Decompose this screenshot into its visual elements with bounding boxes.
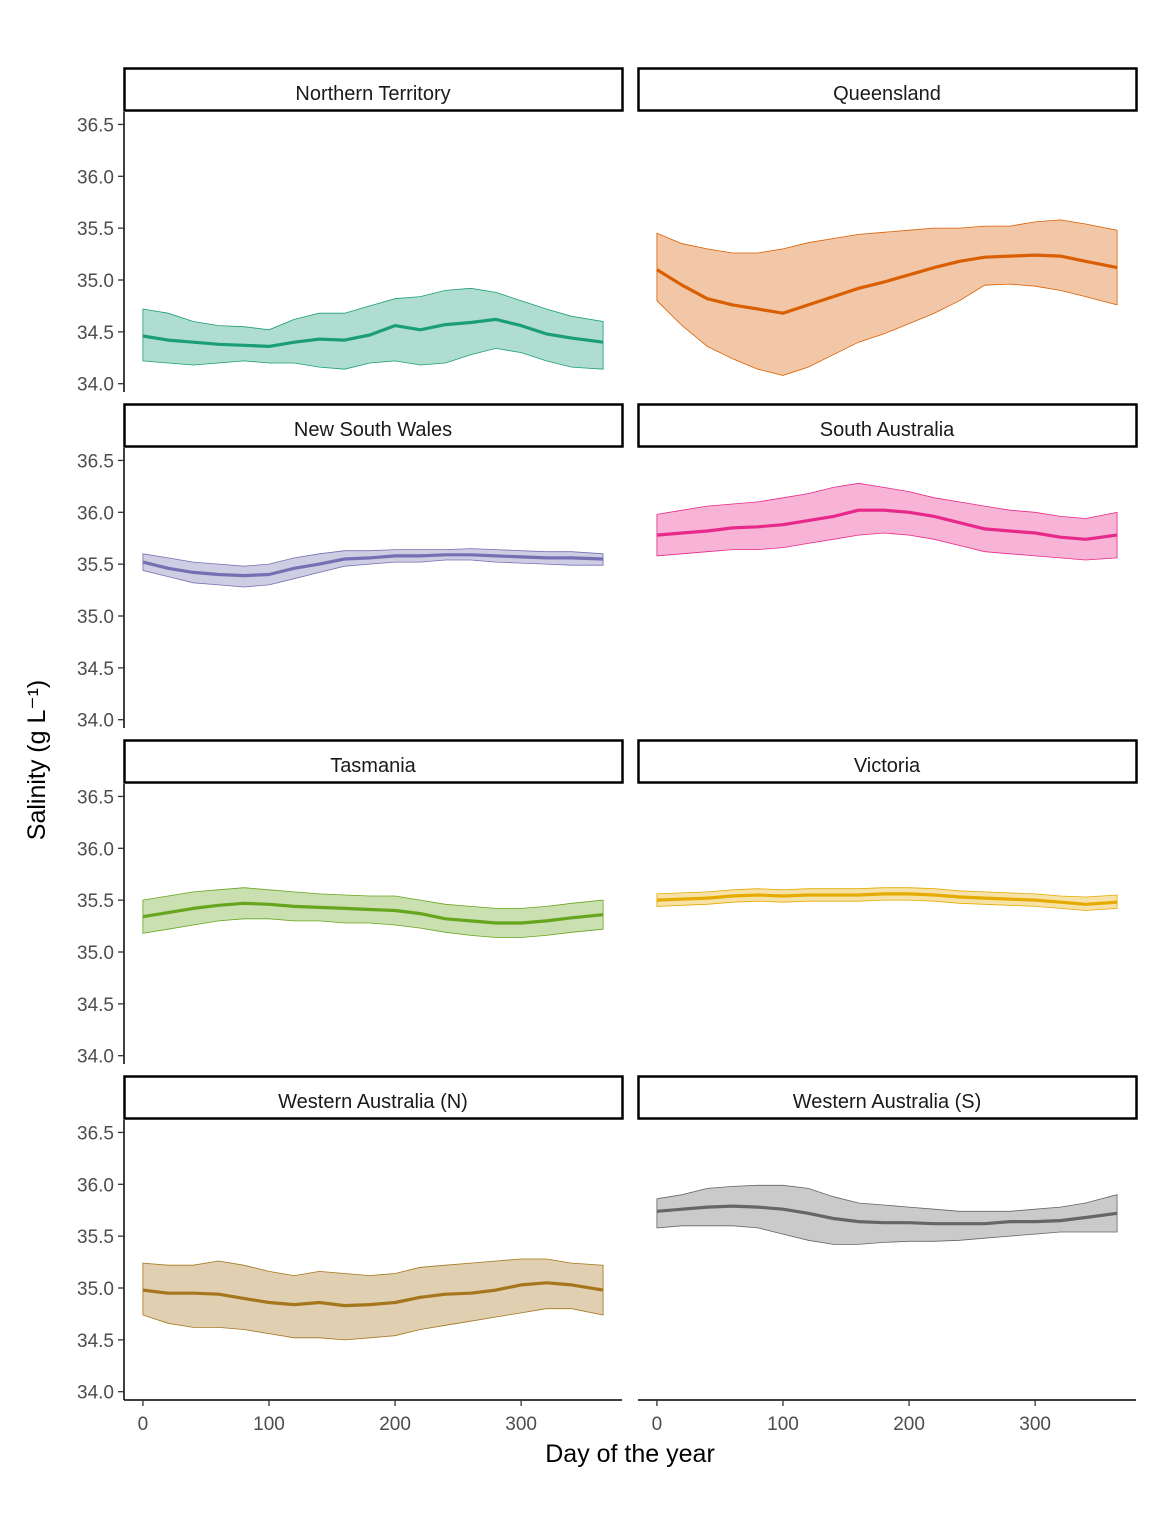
- y-tick-label: 34.5: [77, 995, 114, 1016]
- facet-strip-label: Victoria: [854, 755, 921, 777]
- facet-strip: [637, 739, 1138, 784]
- x-tick-label: 300: [505, 1414, 537, 1435]
- mean-line: [656, 253, 1118, 315]
- facet-strip-label: New South Wales: [294, 419, 452, 441]
- y-tick-label: 35.5: [77, 1227, 114, 1248]
- facet-panel: Western Australia (N) 34.0 34.5 35.0 35.5 36.…: [77, 1075, 624, 1435]
- mean-line: [656, 508, 1118, 541]
- y-tick-label: 34.0: [77, 711, 114, 732]
- mean-line: [142, 1281, 604, 1308]
- y-tick-label: 35.0: [77, 607, 114, 628]
- facet-strip: [123, 1075, 624, 1120]
- y-tick-label: 35.0: [77, 943, 114, 964]
- x-tick-label: 0: [652, 1414, 663, 1435]
- facet-panel: Tasmania 34.0 34.5 35.0 35.5 36.0 36.5: [77, 739, 624, 1068]
- confidence-ribbon: [656, 219, 1118, 376]
- facet-strip: [637, 67, 1138, 112]
- facet-panel: Queensland: [637, 67, 1138, 376]
- y-tick-label: 35.5: [77, 219, 114, 240]
- facet-strip-label: Western Australia (S): [793, 1091, 982, 1113]
- facet-strip-label: Northern Territory: [295, 83, 450, 105]
- y-tick-label: 36.5: [77, 115, 114, 136]
- x-tick-label: 300: [1019, 1414, 1051, 1435]
- facet-strip-label: Tasmania: [330, 755, 416, 777]
- confidence-ribbon: [656, 482, 1118, 561]
- confidence-ribbon: [142, 887, 604, 938]
- mean-line: [656, 892, 1118, 906]
- y-tick-label: 35.0: [77, 271, 114, 292]
- mean-line: [142, 553, 604, 578]
- facet-strip-label: South Australia: [820, 419, 955, 441]
- y-tick-label: 34.5: [77, 323, 114, 344]
- panels-layer: Northern Territory 34.0 34.5 35.0 35.5 36.0 36…: [77, 67, 1138, 1435]
- facet-panel: Northern Territory 34.0 34.5 35.0 35.5 36.0 36…: [77, 67, 624, 396]
- facet-panel: Western Australia (S) 0 100 200 300: [637, 1075, 1138, 1435]
- facet-panel: Victoria: [637, 739, 1138, 911]
- y-tick-label: 36.5: [77, 1123, 114, 1144]
- mean-line: [142, 901, 604, 925]
- confidence-ribbon: [656, 887, 1118, 911]
- confidence-ribbon: [142, 548, 604, 588]
- confidence-ribbon: [142, 1258, 604, 1341]
- facet-strip: [123, 67, 624, 112]
- facet-strip-label: Western Australia (N): [278, 1091, 468, 1113]
- y-tick-label: 36.5: [77, 787, 114, 808]
- y-tick-label: 36.5: [77, 451, 114, 472]
- confidence-ribbon: [142, 287, 604, 370]
- mean-line: [142, 317, 604, 348]
- x-tick-label: 100: [253, 1414, 285, 1435]
- y-tick-label: 34.5: [77, 659, 114, 680]
- facet-panel: South Australia: [637, 403, 1138, 561]
- facet-strip: [637, 1075, 1138, 1120]
- y-tick-label: 34.0: [77, 1383, 114, 1404]
- x-tick-label: 0: [138, 1414, 149, 1435]
- facet-panel: New South Wales 34.0 34.5 35.0 35.5 36.0 36.5: [77, 403, 624, 732]
- y-tick-label: 36.0: [77, 503, 114, 524]
- x-tick-label: 200: [893, 1414, 925, 1435]
- y-tick-label: 34.5: [77, 1331, 114, 1352]
- y-tick-label: 34.0: [77, 375, 114, 396]
- y-tick-label: 36.0: [77, 1175, 114, 1196]
- mean-line: [656, 1204, 1118, 1226]
- confidence-ribbon: [656, 1184, 1118, 1245]
- x-tick-label: 200: [379, 1414, 411, 1435]
- y-tick-label: 34.0: [77, 1047, 114, 1068]
- y-tick-label: 36.0: [77, 167, 114, 188]
- y-tick-label: 36.0: [77, 839, 114, 860]
- facet-strip-label: Queensland: [833, 83, 941, 105]
- x-tick-label: 100: [767, 1414, 799, 1435]
- facet-strip: [123, 739, 624, 784]
- y-tick-label: 35.5: [77, 891, 114, 912]
- facet-strip: [637, 403, 1138, 448]
- y-axis-title: Salinity (g L⁻¹): [23, 680, 51, 840]
- facet-strip: [123, 403, 624, 448]
- y-tick-label: 35.5: [77, 555, 114, 576]
- y-tick-label: 35.0: [77, 1279, 114, 1300]
- x-axis-title: Day of the year: [545, 1440, 715, 1468]
